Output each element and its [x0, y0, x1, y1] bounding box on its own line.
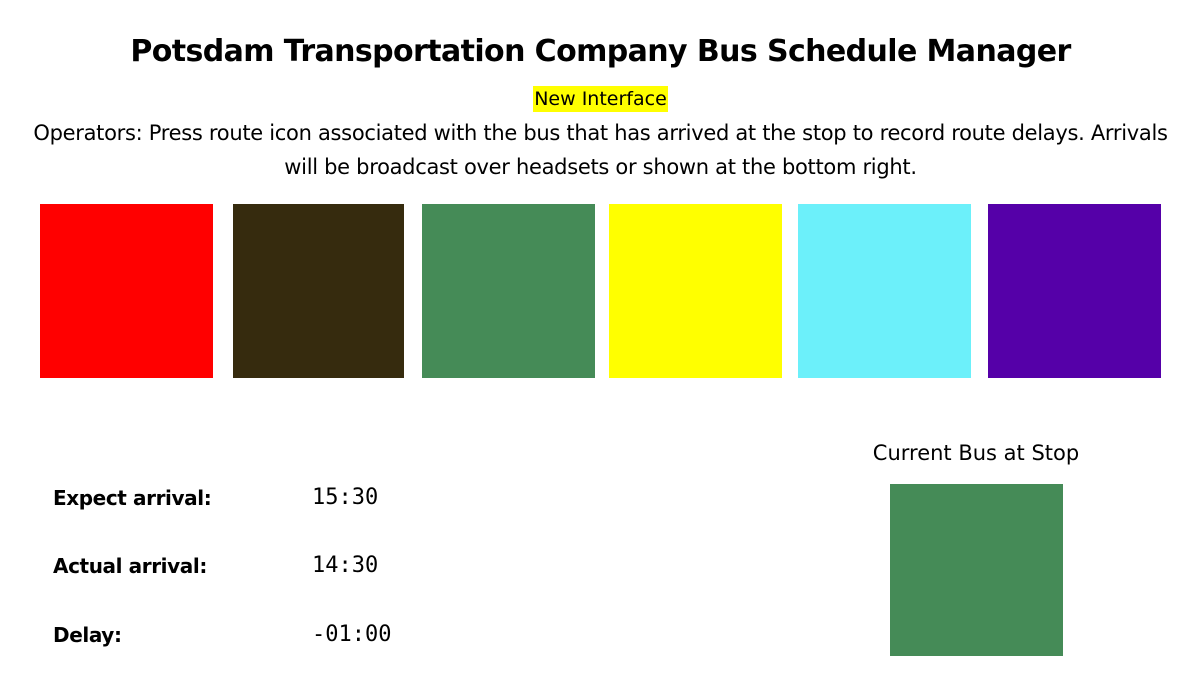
route-button-2[interactable]: [233, 204, 404, 378]
new-interface-badge: New Interface: [533, 86, 668, 112]
actual-arrival-value: 14:30: [312, 553, 379, 578]
expected-arrival-label: Expect arrival:: [53, 486, 212, 510]
actual-arrival-label: Actual arrival:: [53, 554, 207, 578]
route-button-1[interactable]: [40, 204, 213, 378]
route-button-6[interactable]: [988, 204, 1161, 378]
delay-value: -01:00: [312, 622, 392, 647]
badge-row: New Interface: [0, 86, 1201, 112]
current-bus-indicator: [890, 484, 1063, 656]
operator-instructions: Operators: Press route icon associated w…: [33, 121, 1168, 179]
route-button-4[interactable]: [609, 204, 782, 378]
delay-label: Delay:: [53, 623, 122, 647]
route-button-5[interactable]: [798, 204, 971, 378]
route-button-3[interactable]: [422, 204, 595, 378]
page-title: Potsdam Transportation Company Bus Sched…: [130, 34, 1071, 69]
expected-arrival-value: 15:30: [312, 485, 379, 510]
current-bus-label: Current Bus at Stop: [872, 441, 1080, 465]
